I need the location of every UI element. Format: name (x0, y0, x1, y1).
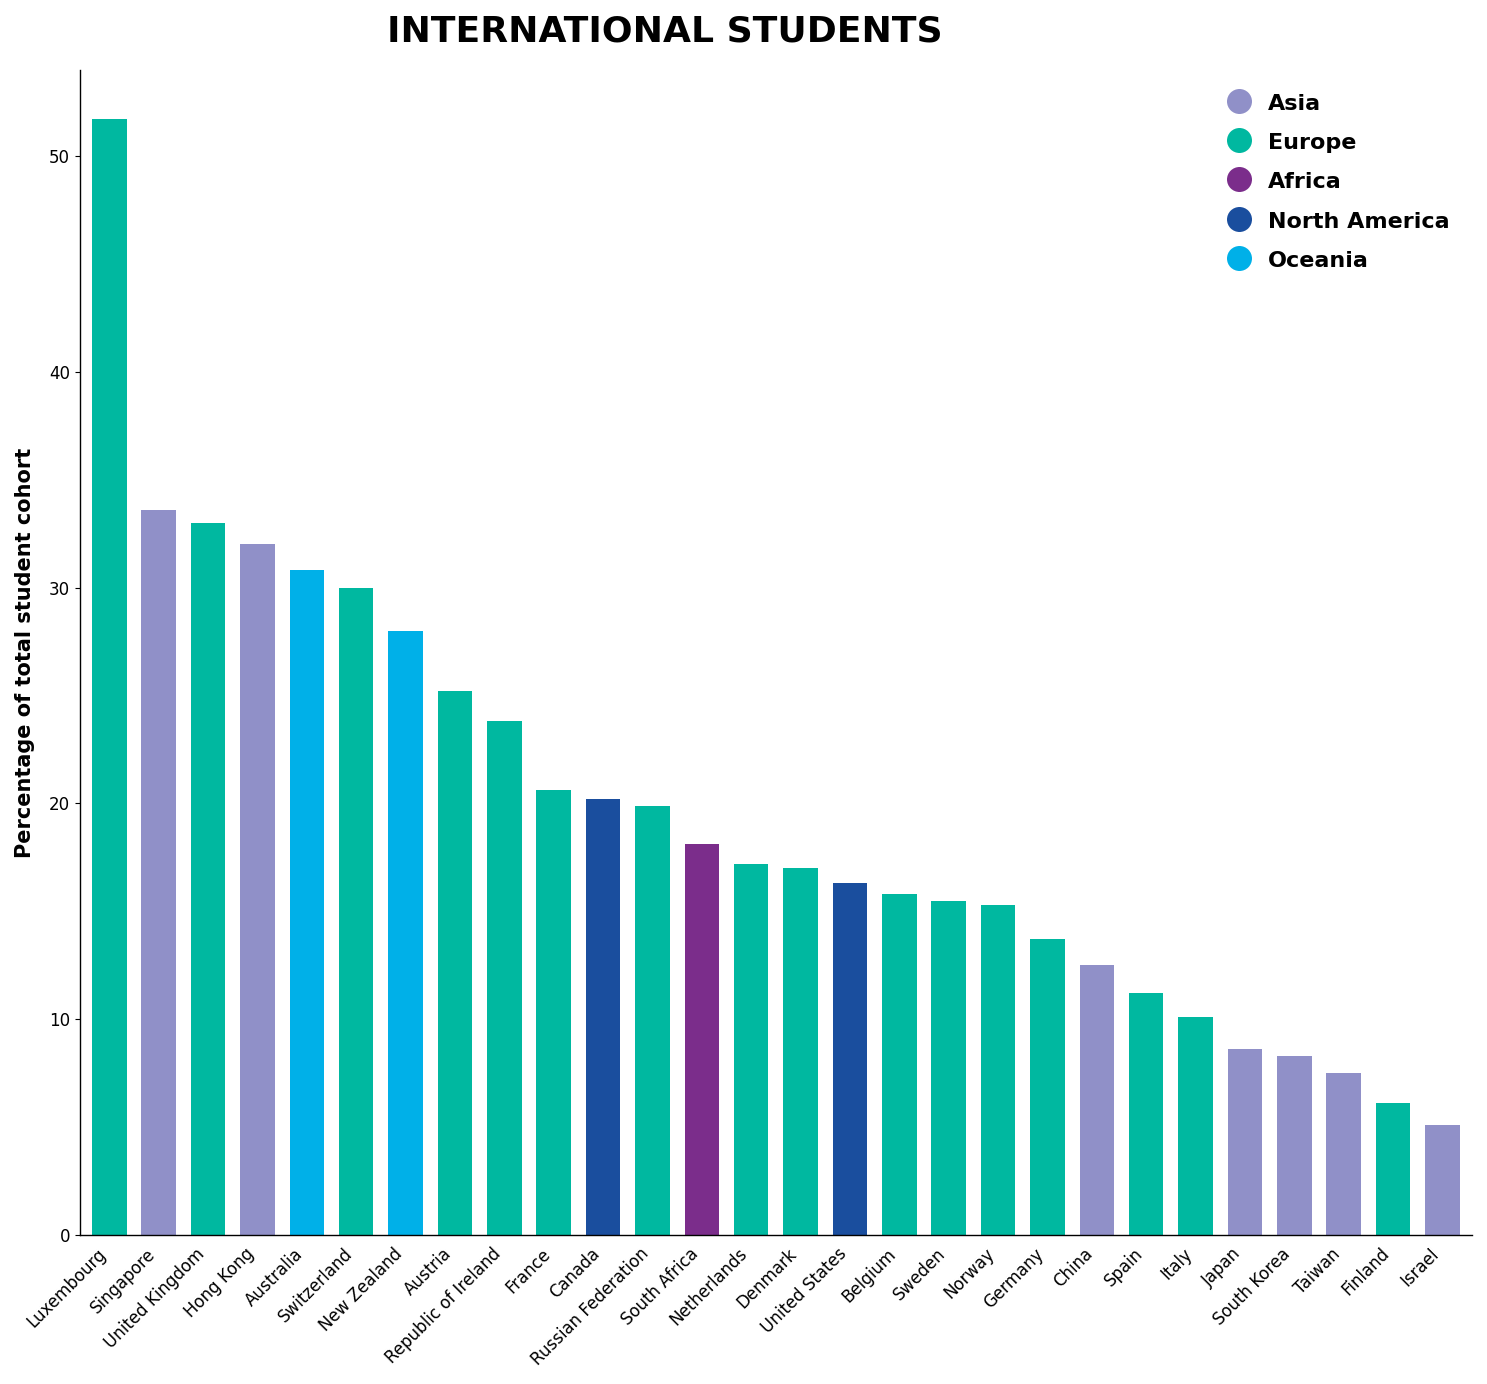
Bar (735, 864, 769, 1235)
Bar (488, 721, 522, 1235)
Bar (339, 588, 373, 1235)
Bar (388, 631, 422, 1235)
Bar (635, 805, 669, 1235)
Y-axis label: Percentage of total student cohort: Percentage of total student cohort (15, 447, 36, 858)
Bar (537, 790, 571, 1235)
Bar (141, 509, 175, 1235)
Bar (1425, 1125, 1460, 1235)
Bar (1030, 940, 1065, 1235)
Bar (92, 119, 126, 1235)
Bar (437, 691, 473, 1235)
Bar (1375, 1103, 1410, 1235)
Bar (931, 901, 967, 1235)
Legend: Asia, Europe, Africa, North America, Oceania: Asia, Europe, Africa, North America, Oce… (1216, 80, 1460, 282)
Bar (241, 544, 275, 1235)
Bar (1277, 1056, 1312, 1235)
Bar (290, 570, 324, 1235)
Bar (1129, 994, 1163, 1235)
Bar (1228, 1049, 1262, 1235)
Bar (586, 799, 620, 1235)
Bar (1080, 965, 1114, 1235)
Bar (981, 905, 1016, 1235)
Bar (784, 868, 818, 1235)
Bar (1326, 1073, 1361, 1235)
Bar (882, 894, 916, 1235)
Title: INTERNATIONAL STUDENTS: INTERNATIONAL STUDENTS (387, 15, 943, 48)
Bar (684, 844, 720, 1235)
Bar (190, 523, 226, 1235)
Bar (1178, 1017, 1213, 1235)
Bar (833, 883, 867, 1235)
